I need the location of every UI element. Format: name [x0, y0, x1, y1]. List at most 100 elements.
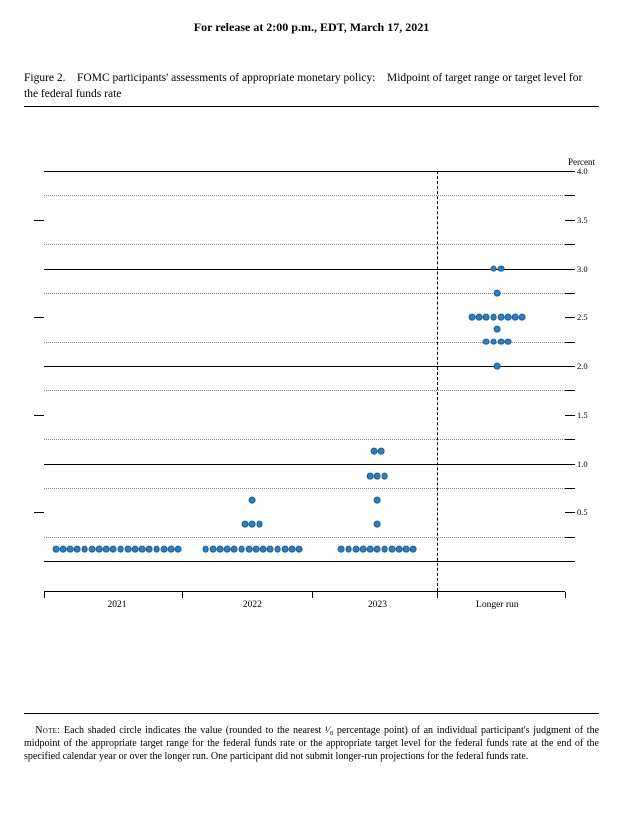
title-rule: [24, 106, 599, 107]
dot: [519, 314, 526, 321]
gridline-major: [44, 269, 565, 270]
xtick-label: Longer run: [476, 600, 518, 610]
dot: [238, 545, 245, 552]
dot: [374, 545, 381, 552]
dot: [267, 545, 274, 552]
ytick-label: 2.5: [577, 312, 595, 322]
tick-stub-left-half: [34, 415, 44, 416]
xtick: [437, 592, 438, 598]
dot: [245, 545, 252, 552]
ytick-label: 3.5: [577, 215, 595, 225]
dot: [217, 545, 224, 552]
tick-stub-right-half: [565, 220, 575, 221]
dot: [469, 314, 476, 321]
dot: [168, 545, 175, 552]
dot: [374, 472, 381, 479]
gridline-minor: [44, 537, 565, 538]
dot: [260, 545, 267, 552]
dot: [67, 545, 74, 552]
gridline-minor: [44, 195, 565, 196]
xtick-label: 2023: [368, 600, 387, 610]
tick-stub-left-half: [34, 317, 44, 318]
dot: [242, 521, 249, 528]
tick-stub-right: [565, 171, 575, 172]
gridline-major: [44, 171, 565, 172]
dot: [249, 521, 256, 528]
tick-stub-right: [565, 342, 575, 343]
dot: [497, 314, 504, 321]
gridline-major: [44, 561, 565, 562]
page: For release at 2:00 p.m., EDT, March 17,…: [0, 0, 623, 823]
dot: [370, 448, 377, 455]
dot: [88, 545, 95, 552]
footnote-body: Each shaded circle indicates the value (…: [24, 725, 599, 762]
tick-stub-left-half: [34, 220, 44, 221]
dot: [378, 448, 385, 455]
dot: [490, 314, 497, 321]
dot: [124, 545, 131, 552]
dot: [367, 545, 374, 552]
category-separator: [437, 171, 438, 591]
dot: [81, 545, 88, 552]
xtick-label: 2022: [243, 600, 262, 610]
dot: [202, 545, 209, 552]
tick-stub-right: [565, 244, 575, 245]
gridline-major: [44, 464, 565, 465]
dot: [74, 545, 81, 552]
dot: [289, 545, 296, 552]
dot: [249, 497, 256, 504]
ytick-label: 1.5: [577, 410, 595, 420]
dot: [296, 545, 303, 552]
tick-stub-right: [565, 464, 575, 465]
ytick-label: 3.0: [577, 264, 595, 274]
dot: [231, 545, 238, 552]
dot: [497, 338, 504, 345]
footnote-rule: [24, 713, 599, 714]
dot: [490, 338, 497, 345]
dot: [374, 521, 381, 528]
dot: [505, 338, 512, 345]
dot: [388, 545, 395, 552]
figure-title: Figure 2. FOMC participants' assessments…: [24, 71, 599, 102]
dot: [360, 545, 367, 552]
dot: [338, 545, 345, 552]
dot: [146, 545, 153, 552]
xtick: [44, 592, 45, 598]
dot: [209, 545, 216, 552]
dot: [132, 545, 139, 552]
dot: [403, 545, 410, 552]
dot: [139, 545, 146, 552]
dot-plot-chart: Percent1.02.03.04.00.51.52.53.5202120222…: [24, 141, 599, 621]
dot: [367, 472, 374, 479]
dot: [175, 545, 182, 552]
tick-stub-right-half: [565, 415, 575, 416]
xtick-label: 2021: [107, 600, 126, 610]
footnote-block: Note: Each shaded circle indicates the v…: [24, 713, 599, 773]
dot: [160, 545, 167, 552]
footnote-lead: Note:: [35, 725, 60, 736]
dot: [352, 545, 359, 552]
tick-stub-right: [565, 366, 575, 367]
dot: [52, 545, 59, 552]
dot: [110, 545, 117, 552]
tick-stub-right: [565, 269, 575, 270]
dot: [494, 363, 501, 370]
tick-stub-right: [565, 390, 575, 391]
gridline-minor: [44, 244, 565, 245]
ytick-label: 1.0: [577, 459, 595, 469]
tick-stub-right: [565, 561, 575, 562]
dot: [117, 545, 124, 552]
dot: [60, 545, 67, 552]
dot: [494, 326, 501, 333]
tick-stub-right: [565, 293, 575, 294]
dot: [381, 472, 388, 479]
tick-stub-right: [565, 439, 575, 440]
ytick-label: 0.5: [577, 507, 595, 517]
gridline-minor: [44, 488, 565, 489]
dot: [381, 545, 388, 552]
dot: [497, 265, 504, 272]
dot: [396, 545, 403, 552]
dot: [256, 521, 263, 528]
tick-stub-right: [565, 537, 575, 538]
tick-stub-right-half: [565, 512, 575, 513]
